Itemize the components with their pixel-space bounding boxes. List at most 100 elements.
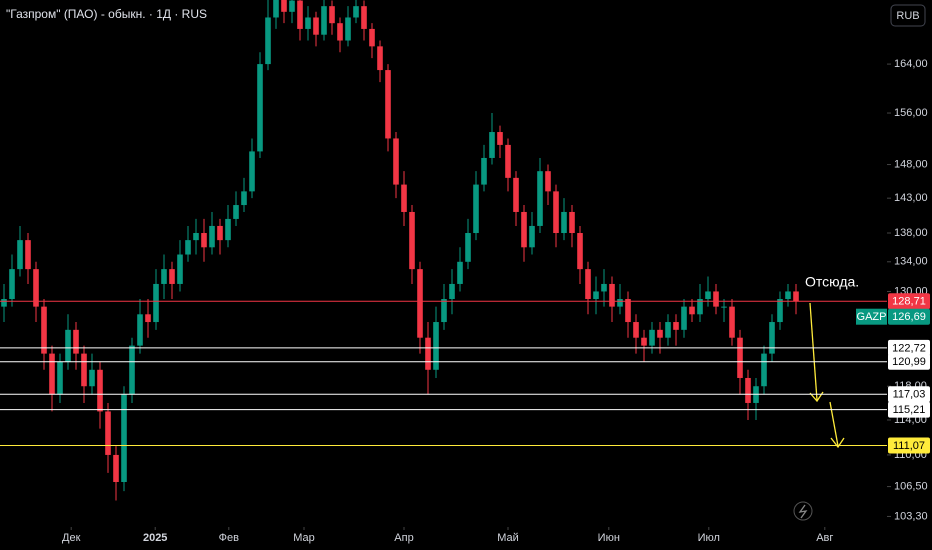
y-tick-label: 103,30 (894, 510, 928, 522)
candle-body (537, 171, 543, 226)
candle-body (689, 306, 695, 315)
candle-body (201, 233, 207, 248)
candle-body (65, 329, 71, 362)
candle-body (193, 233, 199, 241)
candle-body (633, 322, 639, 338)
candle-body (145, 314, 151, 323)
icon-circle[interactable] (793, 501, 813, 521)
candle-body (593, 291, 599, 300)
x-tick-label: Апр (394, 532, 413, 544)
candle-body (17, 240, 23, 270)
candle-body (353, 6, 359, 18)
lightning-icon[interactable] (793, 501, 813, 521)
candle-body (777, 299, 783, 323)
candle-body (417, 269, 423, 338)
candle-body (273, 0, 279, 18)
candle-body (369, 28, 375, 47)
price-label: 111,07 (893, 440, 925, 452)
candle-body (209, 225, 215, 248)
price-label: 128,71 (892, 296, 926, 308)
candle-body (705, 291, 711, 300)
candle-body (649, 329, 655, 346)
candle-body (345, 17, 351, 41)
candle-body (441, 299, 447, 323)
candle-body (665, 322, 671, 338)
candle-body (569, 211, 575, 234)
candle-body (729, 306, 735, 338)
candle-body (97, 369, 103, 412)
price-label-box (888, 339, 930, 356)
symbol-value-box (888, 308, 930, 325)
candle-body (337, 23, 343, 41)
y-tick-label: 138,00 (894, 227, 928, 239)
candle-body (217, 225, 223, 241)
price-axis: 164,00156,00148,00143,00138,00134,00130,… (887, 58, 928, 522)
x-tick-label: Июл (698, 532, 720, 544)
candle-body (281, 0, 287, 12)
candle-body (481, 157, 487, 185)
candle-body (465, 233, 471, 262)
candle-body (361, 6, 367, 29)
candle-body (1, 299, 7, 307)
candle-body (657, 329, 663, 338)
candle-body (329, 6, 335, 24)
candle-body (177, 254, 183, 284)
candle-body (57, 361, 63, 395)
candle-body (249, 151, 255, 192)
plot-area (1, 0, 799, 501)
candle-body (497, 132, 503, 145)
candle-body (257, 64, 263, 152)
symbol-value: 126,69 (892, 311, 926, 323)
candle-body (769, 322, 775, 354)
candle-body (113, 454, 119, 482)
price-label-box (888, 386, 930, 403)
currency[interactable]: RUB (896, 10, 919, 22)
candle-body (105, 411, 111, 455)
candle-body (153, 283, 159, 323)
candle-body (793, 291, 799, 302)
candle-body (473, 184, 479, 234)
chart-title: "Газпром" (ПАО) - обыкн. · 1Д · RUS (6, 7, 207, 21)
candle-body (457, 261, 463, 284)
candle-body (161, 269, 167, 284)
candle-body (121, 394, 127, 482)
symbol-name-box (856, 308, 887, 325)
y-tick-label: 164,00 (894, 58, 928, 70)
candle-body (25, 240, 31, 270)
candle-body (313, 17, 319, 35)
candle-body (185, 240, 191, 255)
currency-button[interactable] (890, 4, 926, 27)
candle-body (697, 299, 703, 315)
candle-body (49, 353, 55, 395)
candle-body (265, 17, 271, 65)
x-tick-label: Фев (219, 532, 239, 544)
candle-body (129, 345, 135, 395)
candle-body (401, 184, 407, 212)
price-label: 120,99 (892, 356, 926, 368)
candle-body (585, 269, 591, 300)
x-tick-label: Дек (62, 532, 81, 544)
candle-body (241, 191, 247, 206)
candle-body (489, 132, 495, 158)
candle-body (393, 138, 399, 185)
candle-body (409, 211, 415, 270)
candle-body (529, 225, 535, 248)
candle-body (73, 329, 79, 354)
x-tick-label: 2025 (143, 532, 167, 544)
candle-body (673, 322, 679, 330)
price-label-box (888, 293, 930, 310)
candle-body (89, 369, 95, 387)
candle-body (41, 306, 47, 354)
x-tick-label: Май (497, 532, 519, 544)
icon-bolt[interactable] (798, 504, 808, 519)
candle-body (305, 17, 311, 29)
candle-body (737, 337, 743, 378)
candle-body (505, 144, 511, 178)
price-label-box (888, 353, 930, 370)
candle-body (233, 205, 239, 219)
candle-body (601, 283, 607, 292)
candle-body (641, 337, 647, 346)
price-label-box (888, 437, 930, 454)
